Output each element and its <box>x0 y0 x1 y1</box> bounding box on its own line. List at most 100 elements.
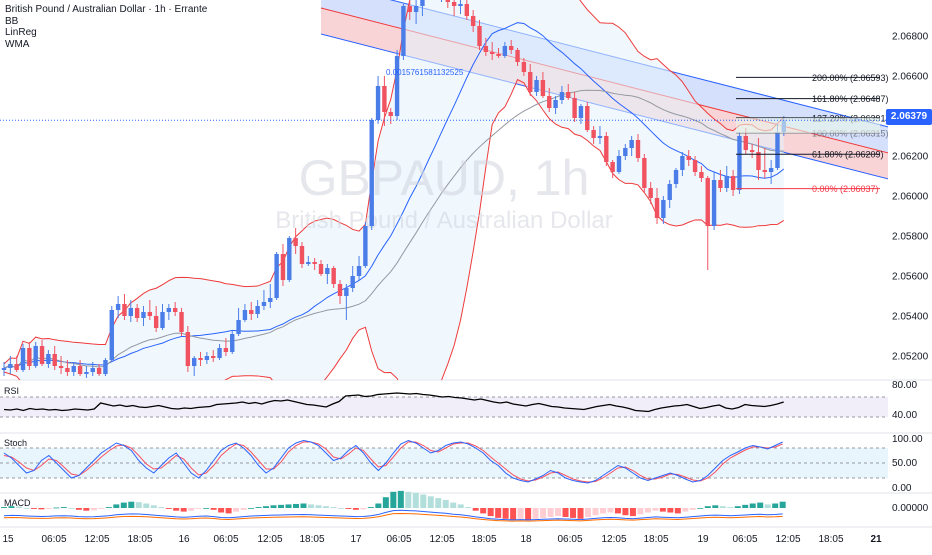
candle-body <box>375 86 381 120</box>
macd-bar <box>60 507 67 508</box>
candle-body <box>363 226 368 266</box>
macd-bar <box>727 507 734 508</box>
macd-bar <box>203 508 210 509</box>
indicator-wma[interactable]: WMA <box>5 38 30 50</box>
time-tick-label: 18:05 <box>643 534 668 545</box>
macd-bar <box>68 508 75 509</box>
bb-lower <box>3 78 785 380</box>
candle-body <box>58 366 64 368</box>
macd-bar <box>360 508 367 510</box>
macd-bar <box>173 508 180 511</box>
stoch-pane-label: Stoch <box>4 438 27 448</box>
candle-body <box>27 348 32 366</box>
candle-body <box>122 304 127 316</box>
candle-body <box>8 364 13 368</box>
candle-body <box>420 0 425 6</box>
candle-body <box>686 156 691 160</box>
macd-bar <box>450 502 457 508</box>
legend: British Pound / Australian Dollar · 1h ·… <box>5 4 207 50</box>
macd-bar <box>345 508 352 509</box>
candle-body <box>179 312 184 332</box>
macd-bar <box>480 508 487 514</box>
macd-bar <box>555 508 562 517</box>
candle-body <box>699 172 704 178</box>
indicator-bb[interactable]: BB <box>5 15 19 27</box>
candle-body <box>451 1 457 6</box>
price-tick-label: 2.06800 <box>892 32 929 43</box>
candle-body <box>597 136 603 138</box>
time-tick-label: 12:05 <box>429 534 454 545</box>
macd-bar <box>652 508 659 511</box>
macd-bar <box>30 508 37 509</box>
candle-body <box>559 92 565 100</box>
candle-body <box>192 358 197 366</box>
candle-body <box>306 262 311 264</box>
price-tick-label: 2.05600 <box>892 272 929 283</box>
candle-body <box>337 284 343 296</box>
candle-body <box>470 16 476 26</box>
macd-bar <box>367 507 374 508</box>
macd-bar <box>457 504 464 508</box>
candle-body <box>369 120 374 226</box>
candle-body <box>604 136 609 162</box>
rsi-tick: 80.00 <box>892 380 917 391</box>
candle-body <box>489 52 495 54</box>
candle-body <box>572 98 577 118</box>
bb-basis <box>3 22 785 369</box>
candle-body <box>230 334 235 352</box>
time-tick-label: 17 <box>350 534 362 545</box>
candle-body <box>299 246 305 264</box>
time-tick-label: 18:05 <box>299 534 324 545</box>
macd-bar <box>607 508 614 513</box>
watermark-name: British Pound / Australian Dollar <box>275 207 613 234</box>
candle-body <box>204 356 210 360</box>
macd-bar <box>517 508 524 519</box>
macd-bar <box>255 507 262 508</box>
macd-bar <box>165 508 172 509</box>
candle-body <box>287 238 292 280</box>
candle-body <box>325 268 330 274</box>
macd-bar <box>585 508 591 517</box>
candle-body <box>629 140 634 148</box>
macd-bar <box>240 508 247 510</box>
candle-body <box>77 366 83 374</box>
time-tick-label: 16 <box>178 534 190 545</box>
candle-body <box>382 86 387 112</box>
macd-bar <box>712 505 719 508</box>
macd-bar <box>734 506 741 508</box>
macd-bar <box>704 506 711 508</box>
macd-bar <box>435 498 442 508</box>
symbol-title[interactable]: British Pound / Australian Dollar · 1h ·… <box>5 4 208 15</box>
candle-body <box>711 180 717 226</box>
macd-bar <box>472 508 479 511</box>
candle-body <box>147 312 153 316</box>
candle-body <box>160 312 165 328</box>
price-tick-label: 2.06000 <box>892 192 929 203</box>
candle-body <box>84 372 89 374</box>
candle-body <box>534 80 539 92</box>
candle-body <box>724 176 729 188</box>
macd-bar <box>614 508 621 514</box>
macd-bar <box>390 491 397 508</box>
macd-bar <box>45 508 52 509</box>
macd-bar <box>195 508 202 509</box>
time-tick-label: 12:05 <box>257 534 282 545</box>
macd-bar <box>270 505 277 508</box>
fib-label: 200.00% (2.06593) <box>812 73 889 83</box>
macd-bar <box>188 508 195 511</box>
macd-bar <box>525 508 532 520</box>
time-tick-label: 06:05 <box>213 534 238 545</box>
rsi-pane-label: RSI <box>4 386 19 396</box>
macd-bar <box>285 504 292 508</box>
indicator-linreg[interactable]: LinReg <box>5 27 37 38</box>
macd-bar <box>375 503 382 508</box>
candle-body <box>667 184 672 200</box>
stoch-tick: 50.00 <box>892 458 917 469</box>
candle-body <box>71 366 76 372</box>
candle-body <box>185 332 191 366</box>
macd-bar <box>577 508 584 519</box>
candle-body <box>718 180 723 188</box>
macd-bar <box>315 505 322 508</box>
stoch-tick: 100.00 <box>892 434 923 445</box>
